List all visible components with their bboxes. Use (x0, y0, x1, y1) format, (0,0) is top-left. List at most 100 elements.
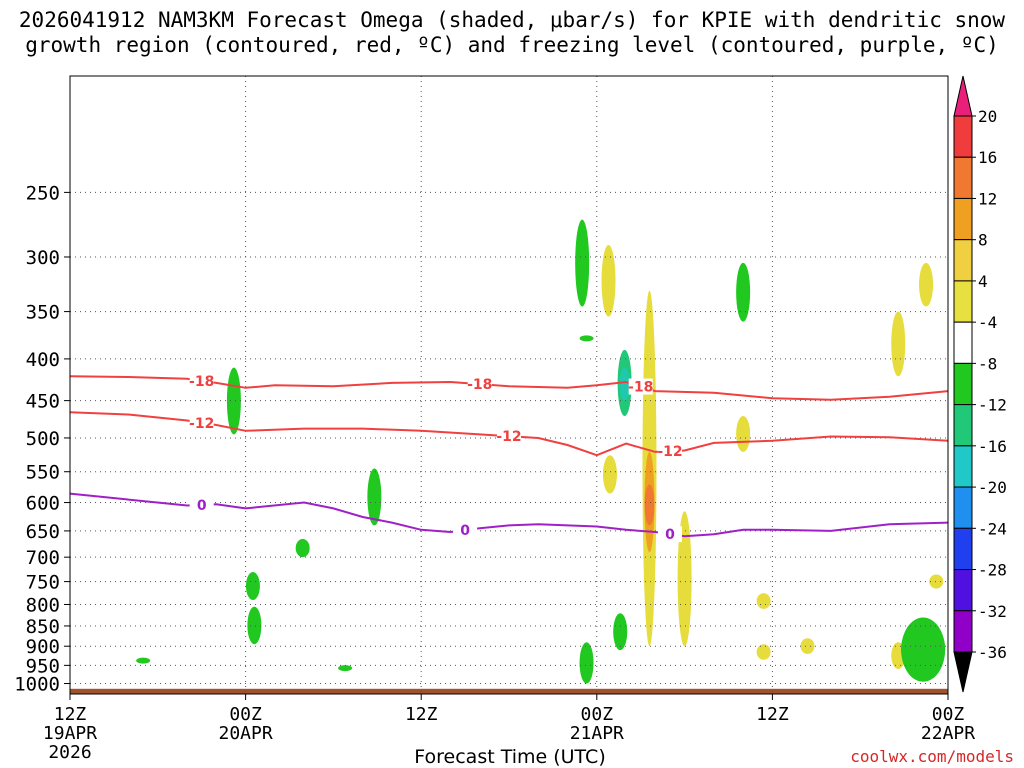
colorbar-label-2: 12 (978, 189, 997, 208)
x-tick-label-3-1: 21APR (570, 723, 624, 744)
omega-cell-25 (919, 262, 934, 307)
omega-cell-9 (601, 244, 616, 317)
colorbar-label-6: -8 (978, 354, 997, 373)
omega-cell-3 (295, 538, 310, 558)
y-tick-label-400: 400 (26, 349, 60, 371)
plot-border (69, 75, 949, 695)
omega-cell-21 (756, 593, 771, 609)
omega-cell-7 (575, 219, 590, 307)
x-tick-label-5-1: 22APR (921, 723, 975, 744)
isotherm-label-bg-1-2 (657, 443, 682, 460)
isotherm-label-bg-0-1 (467, 376, 492, 393)
omega-cell-5 (136, 657, 151, 664)
colorbar-box-8 (953, 445, 973, 488)
omega-cell-19 (736, 262, 751, 322)
colorbar-box-12 (953, 610, 973, 653)
colorbar-label-0: 20 (978, 107, 997, 126)
colorbar-label-10: -24 (978, 519, 1007, 538)
surface-terrain (70, 688, 948, 694)
isotherm-label-2-0: 0 (197, 498, 207, 514)
colorbar-label-4: 4 (978, 272, 988, 291)
omega-cell-22 (756, 644, 771, 660)
isotherm-label-bg-0-0 (189, 372, 214, 389)
isotherm-label-bg-1-0 (189, 414, 214, 431)
isotherm-label-bg-2-2 (657, 526, 682, 543)
y-tick-label-350: 350 (26, 302, 60, 324)
y-tick-label-950: 950 (26, 655, 60, 677)
isotherm-0 (69, 492, 949, 538)
credit-text: coolwx.com/models (850, 747, 1014, 766)
plot-area (70, 76, 948, 694)
isotherm-label-1-2: -12 (657, 444, 682, 460)
chart-title-line-1: 2026041912 NAM3KM Forecast Omega (shaded… (18, 8, 1006, 32)
y-tick-label-800: 800 (26, 594, 60, 616)
y-tick-label-650: 650 (26, 521, 60, 543)
y-tick-label-750: 750 (26, 572, 60, 594)
isotherm-label-2-2: 0 (665, 527, 675, 543)
omega-cell-14 (602, 455, 617, 494)
y-tick-label-900: 900 (26, 636, 60, 658)
colorbar-box-2 (953, 197, 973, 241)
isotherm-label-1-0: -12 (189, 416, 214, 432)
y-tick-label-500: 500 (26, 428, 60, 450)
chart-title-line-2: growth region (contoured, red, ºC) and f… (25, 33, 999, 57)
isotherm-label-1-1: -12 (496, 429, 521, 445)
colorbar-label-12: -32 (978, 602, 1007, 621)
omega-cell-24 (891, 311, 906, 377)
isotherm-label-2-1: 0 (460, 523, 470, 539)
y-tick-label-250: 250 (26, 182, 60, 204)
x-tick-label-0-0: 12Z (54, 704, 87, 725)
isotherm-label-bg-0-2 (628, 378, 653, 395)
omega-cell-29 (901, 621, 946, 677)
omega-cell-17 (644, 484, 655, 526)
isotherm-label-bg-1-1 (497, 428, 521, 445)
colorbar-bottom-arrow (953, 651, 973, 693)
omega-cell-8 (579, 335, 594, 342)
omega-cell-23 (800, 638, 815, 654)
colorbar-box-6 (953, 362, 973, 406)
omega-cell-4 (367, 468, 382, 526)
colorbar-box-3 (953, 239, 973, 282)
isotherm-label-0-2: -18 (628, 380, 653, 396)
colorbar-label-1: 16 (978, 148, 997, 167)
omega-cell-1 (245, 572, 260, 601)
isotherm-label-0-0: -18 (189, 374, 214, 390)
y-tick-label-1000: 1000 (14, 674, 60, 696)
colorbar-label-9: -20 (978, 478, 1007, 497)
omega-cell-6 (338, 665, 353, 672)
colorbar-box-0 (953, 115, 973, 158)
omega-cell-0 (226, 367, 241, 435)
colorbar-box-7 (953, 404, 973, 447)
omega-cell-13 (613, 613, 628, 651)
x-tick-label-0-2: 2026 (48, 742, 91, 763)
isotherm--12 (69, 411, 949, 457)
y-tick-label-850: 850 (26, 616, 60, 638)
omega-cell-11 (619, 367, 630, 401)
x-tick-label-1-1: 20APR (219, 723, 273, 744)
y-tick-label-600: 600 (26, 493, 60, 515)
isotherm-label-bg-2-0 (189, 496, 214, 513)
colorbar-label-3: 8 (978, 231, 988, 250)
colorbar-label-13: -36 (978, 643, 1007, 662)
x-tick-label-3-0: 00Z (581, 704, 614, 725)
colorbar-box-5 (953, 321, 973, 364)
omega-cell-12 (579, 642, 594, 684)
colorbar-box-10 (953, 527, 973, 571)
isotherm-label-0-1: -18 (467, 377, 492, 393)
y-tick-label-300: 300 (26, 247, 60, 269)
colorbar-label-7: -12 (978, 396, 1007, 415)
colorbar-box-1 (953, 156, 973, 199)
x-tick-label-4-0: 12Z (756, 704, 789, 725)
colorbar-box-9 (953, 486, 973, 529)
x-tick-label-5-0: 00Z (932, 704, 965, 725)
isotherm-label-bg-2-1 (453, 522, 478, 539)
colorbar-label-11: -28 (978, 561, 1007, 580)
colorbar-box-11 (953, 569, 973, 612)
colorbar-box-4 (953, 280, 973, 323)
omega-cell-26 (929, 574, 944, 589)
x-tick-label-2-0: 12Z (405, 704, 438, 725)
colorbar-label-5: -4 (978, 313, 997, 332)
x-tick-label-1-0: 00Z (229, 704, 262, 725)
y-tick-label-450: 450 (26, 391, 60, 413)
x-axis-label: Forecast Time (UTC) (414, 746, 606, 768)
